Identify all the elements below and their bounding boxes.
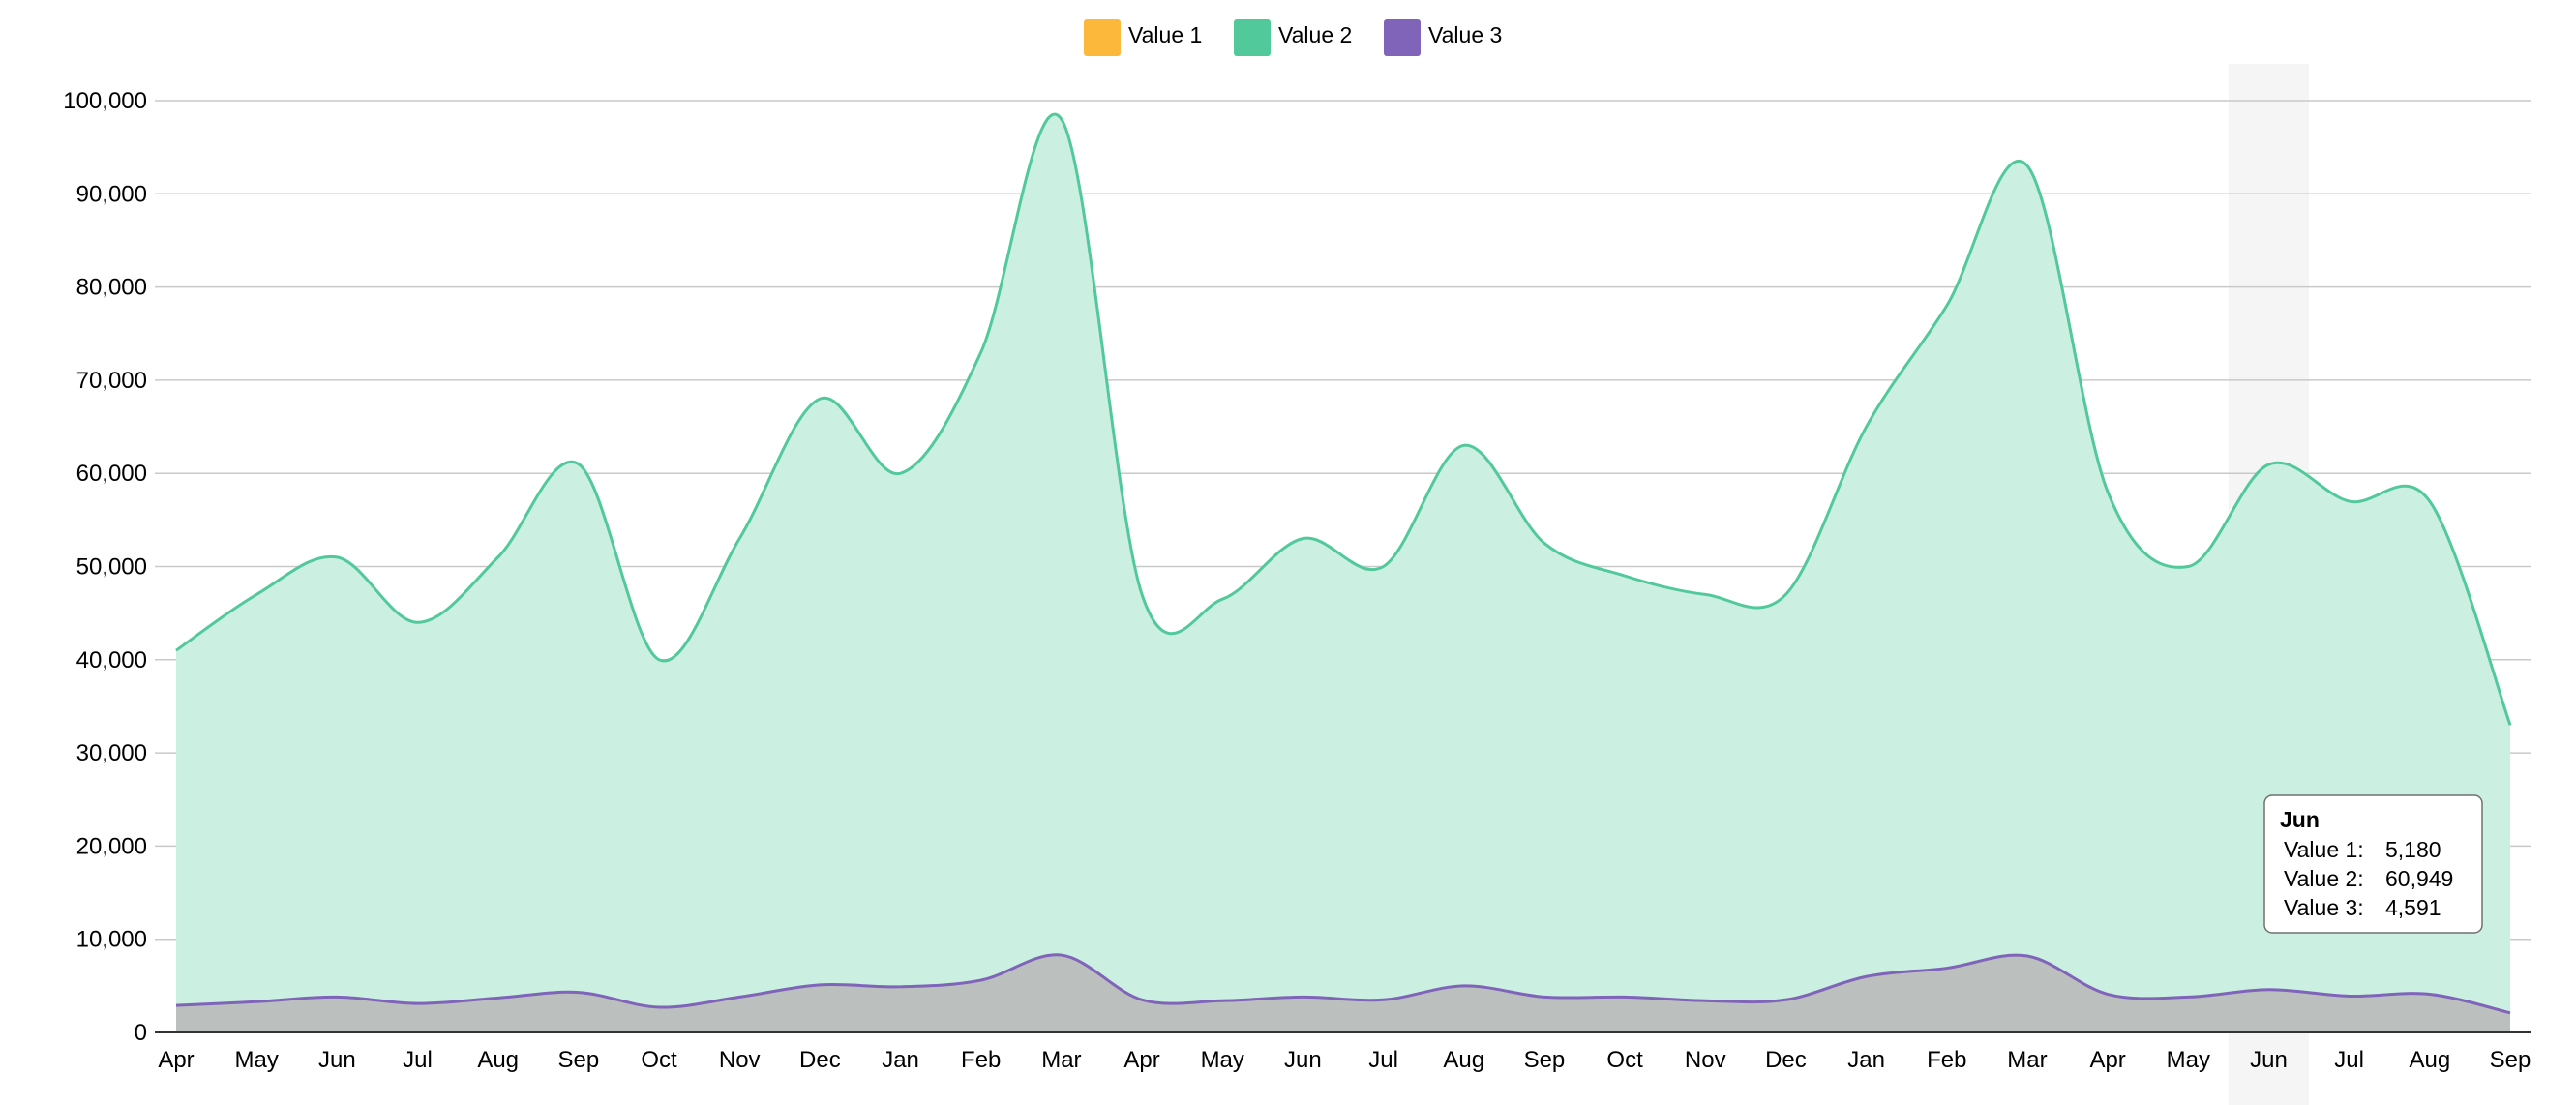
x-tick-label: Nov xyxy=(1685,1047,1726,1073)
y-tick-label: 90,000 xyxy=(76,181,147,207)
y-tick-label: 70,000 xyxy=(76,368,147,394)
x-tick-label: Jan xyxy=(882,1047,919,1073)
y-tick-label: 30,000 xyxy=(76,740,147,766)
legend: Value 1 Value 2 Value 3 xyxy=(1084,19,1502,56)
series-line-3 xyxy=(175,953,2511,1015)
x-tick-label: Feb xyxy=(1927,1047,1966,1073)
x-tick-label: Mar xyxy=(1041,1047,1081,1073)
tooltip-row-value: 4,591 xyxy=(2385,895,2441,920)
x-tick-label: Dec xyxy=(799,1047,841,1073)
x-tick-label: Oct xyxy=(1606,1047,1643,1073)
y-tick-label: 80,000 xyxy=(76,275,147,301)
legend-label: Value 1 xyxy=(1128,22,1202,47)
legend-item-value-1[interactable]: Value 1 xyxy=(1084,19,1202,56)
x-tick-label: Dec xyxy=(1765,1047,1807,1073)
legend-item-value-2[interactable]: Value 2 xyxy=(1234,19,1352,56)
y-tick-label: 0 xyxy=(135,1020,147,1046)
x-tick-label: Nov xyxy=(719,1047,761,1073)
x-tick-label: Jun xyxy=(2250,1047,2288,1073)
tooltip-title: Jun xyxy=(2280,807,2320,832)
x-tick-label: Mar xyxy=(2007,1047,2047,1073)
x-tick-label: Aug xyxy=(477,1047,519,1073)
y-tick-label: 60,000 xyxy=(76,461,147,487)
legend-swatch xyxy=(1234,19,1271,56)
series-area-2 xyxy=(176,114,2510,1033)
x-tick-label: Aug xyxy=(2409,1047,2450,1073)
x-tick-label: Sep xyxy=(558,1047,600,1073)
x-tick-label: May xyxy=(2167,1047,2210,1073)
x-tick-label: May xyxy=(1201,1047,1244,1073)
legend-swatch xyxy=(1084,19,1121,56)
tooltip-row-value: 5,180 xyxy=(2385,837,2441,862)
x-tick-label: Jun xyxy=(1284,1047,1322,1073)
tooltip-row-label: Value 3: xyxy=(2284,895,2364,920)
x-tick-label: Apr xyxy=(158,1047,194,1073)
y-tick-label: 20,000 xyxy=(76,833,147,859)
tooltip-row-label: Value 2: xyxy=(2284,866,2364,891)
x-tick-label: May xyxy=(235,1047,279,1073)
legend-label: Value 2 xyxy=(1278,22,1352,47)
legend-item-value-3[interactable]: Value 3 xyxy=(1384,19,1502,56)
x-tick-label: Jun xyxy=(318,1047,356,1073)
x-tick-label: Aug xyxy=(1443,1047,1484,1073)
x-tick-label: Apr xyxy=(1123,1047,1159,1073)
x-tick-label: Sep xyxy=(1524,1047,1566,1073)
y-tick-label: 50,000 xyxy=(76,554,147,581)
x-tick-label: Apr xyxy=(2089,1047,2125,1073)
legend-label: Value 3 xyxy=(1428,22,1502,47)
tooltip: Jun Value 1: 5,180 Value 2: 60,949 Value 3: 4,… xyxy=(2263,794,2483,934)
x-tick-label: Jul xyxy=(1368,1047,1398,1073)
tooltip-box xyxy=(2263,794,2483,934)
tooltip-row-value: 60,949 xyxy=(2385,866,2453,891)
x-tick-label: Jul xyxy=(403,1047,433,1073)
series-areas xyxy=(175,112,2512,1033)
x-tick-label: Jul xyxy=(2334,1047,2364,1073)
y-tick-label: 10,000 xyxy=(76,927,147,953)
x-tick-label: Jan xyxy=(1847,1047,1885,1073)
x-tick-label: Feb xyxy=(961,1047,1001,1073)
x-tick-label: Sep xyxy=(2490,1047,2531,1073)
y-tick-label: 40,000 xyxy=(76,647,147,673)
axes: 0 10,000 20,000 30,000 40,000 50,000 60,000 70,… xyxy=(63,88,2531,1073)
y-tick-label: 100,000 xyxy=(63,88,147,114)
series-area-3 xyxy=(176,954,2510,1032)
tooltip-row-label: Value 1: xyxy=(2284,837,2364,862)
legend-swatch xyxy=(1384,19,1421,56)
x-tick-label: Oct xyxy=(641,1047,677,1073)
